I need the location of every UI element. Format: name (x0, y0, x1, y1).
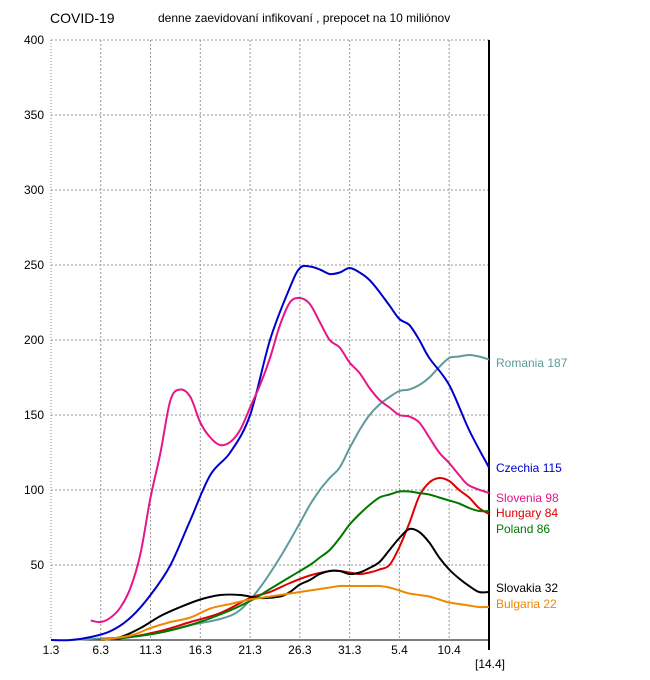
chart-subtitle: denne zaevidovaní infikovaní , prepocet … (158, 11, 450, 25)
series-label-slovenia: Slovenia 98 (496, 491, 559, 505)
series-line-czechia (50, 264, 490, 642)
series-labels: Romania 187 Czechia 115 Slovenia 98Hungary… (496, 356, 568, 611)
y-tick-label: 150 (24, 408, 44, 422)
grid (51, 39, 489, 640)
axes: 50 100 150 200 250 300 350 400 1.3 6.3 11.3 16.3 21.… (24, 33, 490, 657)
y-tick-label: 200 (24, 333, 44, 347)
series-line-slovenia (90, 296, 490, 624)
series-label-slovakia: Slovakia 32 (496, 581, 558, 595)
series-label-czechia: Czechia 115 (496, 461, 562, 475)
x-tick-label: 31.3 (338, 643, 362, 657)
y-tick-label: 350 (24, 108, 44, 122)
series-label-bulgaria: Bulgaria 22 (496, 597, 557, 611)
series-line-hungary (100, 476, 490, 641)
series-label-romania: Romania 187 (496, 356, 568, 370)
series-line-bulgaria (100, 584, 490, 641)
x-tick-label: 10.4 (438, 643, 462, 657)
series-label-poland: Poland 86 (496, 522, 550, 536)
y-tick-label: 300 (24, 183, 44, 197)
x-tick-label: 6.3 (92, 643, 109, 657)
y-tick-label: 250 (24, 258, 44, 272)
series-line-poland (100, 490, 490, 641)
x-tick-label: 11.3 (139, 643, 162, 657)
x-tick-label: 5.4 (391, 643, 408, 657)
x-tick-label: 1.3 (43, 643, 60, 657)
y-tick-label: 100 (24, 483, 44, 497)
series-line-slovakia (100, 527, 490, 641)
x-tick-label: 26.3 (288, 643, 312, 657)
x-tick-label: 16.3 (189, 643, 213, 657)
y-tick-label: 50 (31, 558, 45, 572)
chart-title: COVID-19 (50, 10, 115, 26)
end-date-label: [14.4] (475, 657, 505, 671)
series-lines (50, 264, 490, 642)
series-line-romania (70, 354, 490, 641)
series-label-hungary: Hungary 84 (496, 506, 558, 520)
y-tick-label: 400 (24, 33, 44, 47)
x-tick-label: 21.3 (238, 643, 262, 657)
